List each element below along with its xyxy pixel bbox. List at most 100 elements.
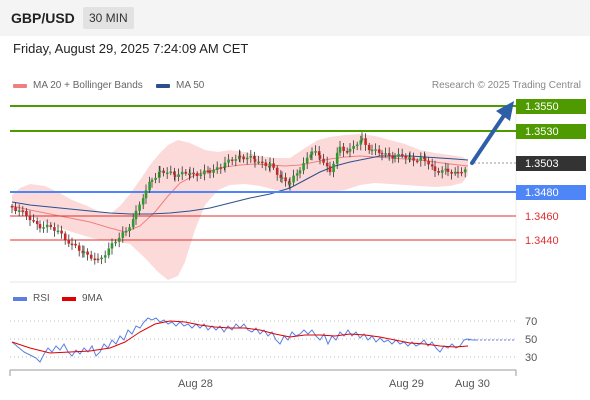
candle-body [257, 161, 260, 164]
candle-body [309, 154, 313, 158]
chart-datetime: Friday, August 29, 2025 7:24:09 AM CET [13, 41, 249, 56]
candle-body [180, 171, 184, 175]
candle-body [21, 210, 25, 212]
candle-body [208, 170, 212, 173]
candle-body [460, 171, 463, 174]
candle-body [444, 168, 448, 171]
price-tag-resistance-1: 1.3530 [516, 124, 586, 139]
candle-body [380, 152, 384, 155]
candle-body [107, 248, 111, 256]
candle-body [212, 169, 215, 173]
candle-body [318, 155, 322, 159]
candle-body [25, 210, 28, 217]
candle-body [70, 243, 74, 246]
candle-body [238, 155, 241, 160]
candle-body [35, 220, 39, 225]
candle-body [110, 243, 114, 249]
candle-body [275, 167, 279, 175]
candle-body [284, 177, 287, 182]
candle-body [367, 144, 371, 151]
candle-body [157, 171, 161, 178]
candle-body [279, 174, 283, 179]
rsi-9ma-line [11, 320, 469, 354]
candle-body [298, 170, 302, 174]
candle-body [338, 146, 342, 153]
rsi-label: RSI [33, 293, 50, 304]
candle-body [49, 224, 53, 228]
legend-ma20: MA 20 + Bollinger Bands [13, 80, 143, 91]
candle-body [148, 181, 151, 191]
candle-body [28, 216, 32, 221]
candle-body [42, 227, 45, 229]
rsi-swatch [13, 296, 27, 301]
candle-body [359, 140, 363, 145]
candle-body [268, 165, 271, 168]
legend-rsi: RSI [13, 293, 50, 304]
candle-body [352, 145, 355, 149]
time-label-aug29: Aug 29 [389, 378, 424, 390]
bollinger-band [12, 134, 468, 280]
candle-body [45, 224, 49, 228]
candle-body [348, 148, 352, 152]
candle-body [165, 172, 169, 175]
candle-body [325, 162, 329, 167]
candle-body [322, 158, 325, 163]
time-label-aug30: Aug 30 [455, 378, 490, 390]
candle-body [223, 162, 227, 167]
candle-body [215, 167, 219, 170]
candle-body [456, 171, 460, 174]
candle-body [292, 175, 295, 183]
candle-body [173, 174, 177, 177]
candle-body [206, 170, 210, 172]
candle-body [310, 151, 314, 155]
symbol-label: GBP/USD [11, 10, 75, 26]
rsi-tick-50: 50 [525, 334, 537, 346]
candle-body [412, 157, 415, 161]
candle-body [328, 166, 332, 173]
candle-body [238, 155, 242, 158]
candle-body [203, 170, 206, 175]
candle-body [332, 163, 335, 173]
candle-body [169, 171, 173, 174]
candle-body [162, 170, 165, 173]
candle-body [272, 163, 275, 168]
candle-body [138, 204, 141, 211]
candle-body [245, 157, 249, 160]
candle-body [38, 224, 42, 229]
candle-body [453, 171, 457, 174]
candle-body [404, 155, 408, 159]
candle-body [391, 155, 395, 159]
candle-body [360, 138, 364, 141]
candle-body [60, 230, 63, 234]
candle-body [264, 162, 268, 166]
resistance-1-value: 1.3530 [525, 126, 559, 138]
candle-body [56, 230, 60, 233]
price-tag-resistance-2: 1.3550 [516, 99, 586, 114]
candle-body [82, 251, 86, 254]
candle-body [305, 157, 309, 164]
candle-body [397, 154, 400, 157]
candle-body [384, 153, 387, 155]
candle-body [440, 170, 444, 173]
candle-body [430, 164, 434, 167]
candle-body [114, 241, 117, 244]
candle-body [177, 174, 180, 177]
candle-body [121, 232, 125, 238]
candle-body [74, 243, 77, 246]
candle-body [295, 173, 299, 176]
candle-body [86, 251, 89, 255]
candle-body [96, 258, 100, 261]
candle-body [253, 155, 256, 160]
candle-body [199, 174, 203, 176]
timeframe-badge[interactable]: 30 MIN [83, 7, 134, 29]
candle-body [93, 258, 97, 261]
candle-body [227, 159, 230, 163]
candle-body [260, 161, 264, 164]
price-tag-pivot: 1.3480 [516, 185, 586, 200]
candle-body [377, 149, 381, 153]
candle-body [317, 151, 321, 156]
rsi-tick-30: 30 [525, 352, 537, 364]
candle-body [302, 163, 305, 171]
rsi-tick-70: 70 [525, 316, 537, 328]
